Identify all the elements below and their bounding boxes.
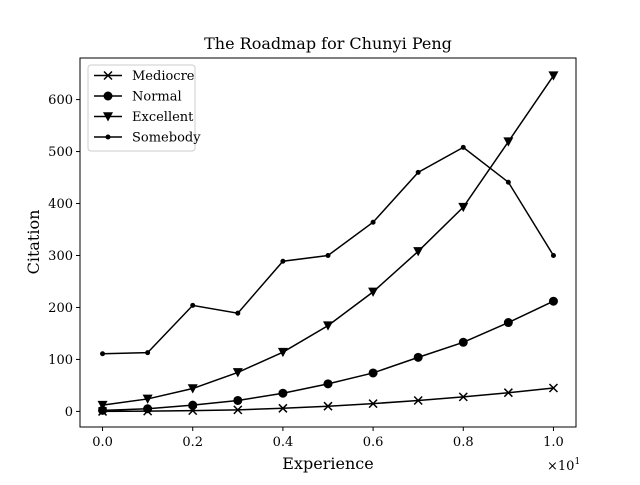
legend-marker <box>105 134 111 140</box>
data-point <box>503 388 513 398</box>
data-point <box>235 310 241 316</box>
data-point <box>190 302 196 308</box>
axis-ticks: 0.0 0.2 0.4 0.6 0.8 1.0 0 100 200 300 400 500 600 <box>48 93 564 450</box>
data-point <box>145 350 151 356</box>
legend-marker <box>103 70 113 81</box>
x-tick-label: 0.0 <box>92 435 113 450</box>
series-mediocre <box>98 383 558 416</box>
data-point <box>187 384 198 394</box>
data-point <box>458 337 468 347</box>
data-point <box>188 400 198 410</box>
y-tick-label: 300 <box>48 249 73 264</box>
data-point <box>323 401 333 411</box>
y-tick-label: 500 <box>48 145 73 160</box>
y-tick-label: 200 <box>48 301 73 316</box>
data-point <box>548 71 559 81</box>
data-point <box>413 352 423 362</box>
data-point <box>415 169 421 175</box>
data-point <box>323 379 333 389</box>
y-axis-label: Citation <box>24 210 43 275</box>
data-point <box>413 395 423 406</box>
y-tick-label: 400 <box>48 197 73 212</box>
legend-label: Somebody <box>132 131 201 146</box>
legend: Mediocre Normal Excellent Somebody <box>87 64 201 152</box>
x-tick-label: 1.0 <box>543 435 564 450</box>
data-point <box>323 321 333 331</box>
legend-label: Mediocre <box>132 69 195 84</box>
x-offset-exponent: 1 <box>574 457 580 467</box>
legend-item-mediocre: Mediocre <box>94 69 195 84</box>
data-point <box>550 252 556 258</box>
chart-title: The Roadmap for Chunyi Peng <box>204 34 452 53</box>
plot-frame <box>79 57 577 428</box>
plot-area <box>97 71 559 416</box>
data-point <box>458 392 468 402</box>
data-point <box>368 399 378 409</box>
data-point <box>277 347 288 358</box>
x-tick-label: 0.6 <box>363 435 384 450</box>
legend-box <box>87 64 196 152</box>
data-point <box>233 395 243 405</box>
x-offset-label: ×101 <box>547 457 580 474</box>
data-point <box>460 144 466 150</box>
series-excellent <box>97 71 559 411</box>
legend-item-normal: Normal <box>94 90 182 105</box>
legend-marker <box>103 91 113 101</box>
y-tick-label: 0 <box>65 405 73 420</box>
data-point <box>232 368 243 378</box>
series-normal <box>98 296 558 415</box>
data-point <box>98 405 108 415</box>
data-point <box>503 318 513 328</box>
data-point <box>143 404 153 414</box>
data-point <box>280 258 286 264</box>
x-tick-label: 0.4 <box>273 435 294 450</box>
data-point <box>368 368 378 378</box>
x-tick-label: 0.2 <box>182 435 203 450</box>
legend-item-excellent: Excellent <box>94 110 194 125</box>
series-line <box>102 387 554 413</box>
data-point <box>97 400 108 411</box>
x-axis-label: Experience <box>282 454 373 473</box>
series-somebody <box>100 144 556 357</box>
legend-label: Excellent <box>132 110 194 125</box>
data-point <box>548 296 558 306</box>
y-tick-label: 100 <box>48 353 73 368</box>
data-point <box>370 219 376 225</box>
x-offset-base: ×10 <box>547 459 574 474</box>
data-point <box>505 179 511 185</box>
legend-marker <box>103 112 113 122</box>
legend-item-somebody: Somebody <box>94 131 201 146</box>
y-tick-label: 600 <box>48 93 73 108</box>
legend-label: Normal <box>132 90 182 105</box>
data-point <box>100 351 106 357</box>
data-point <box>278 388 288 398</box>
data-point <box>278 403 288 413</box>
data-point <box>325 252 331 258</box>
data-point <box>458 202 469 213</box>
data-point <box>413 247 424 257</box>
data-point <box>142 394 153 404</box>
data-point <box>368 287 379 297</box>
data-point <box>503 137 514 147</box>
data-point <box>548 383 558 393</box>
data-point <box>233 405 243 415</box>
x-tick-label: 0.8 <box>453 435 474 450</box>
